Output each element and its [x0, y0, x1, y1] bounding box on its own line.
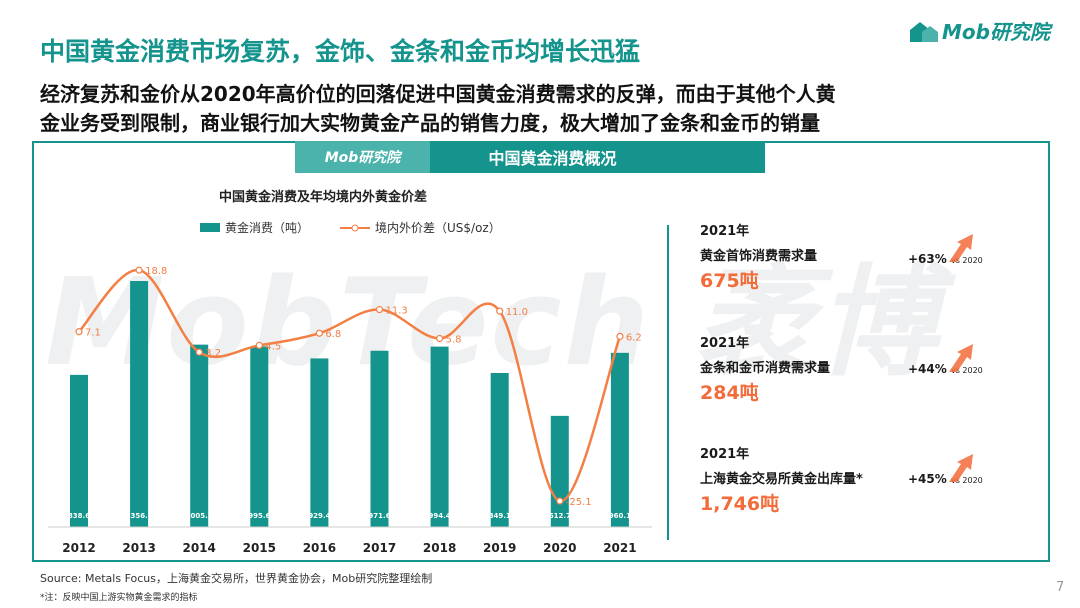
bar — [70, 374, 88, 527]
line-point — [496, 307, 504, 315]
line-point — [315, 329, 323, 337]
line-point — [375, 305, 384, 314]
line-value-label: 3.2 — [205, 348, 221, 359]
x-tick-label: 2019 — [483, 541, 516, 555]
line-value-label: 6.2 — [626, 332, 642, 343]
x-tick-label: 2017 — [363, 541, 396, 555]
x-tick-label: 2014 — [182, 541, 215, 555]
bar — [430, 346, 449, 527]
line-value-label: 18.8 — [145, 266, 167, 277]
up-arrow-icon — [949, 344, 973, 372]
bar — [610, 352, 629, 527]
up-arrow-icon — [949, 234, 973, 262]
line-value-label: 5.8 — [446, 334, 462, 345]
line-value-label: 7.1 — [85, 328, 101, 339]
x-tick-label: 2020 — [543, 541, 576, 555]
price-gap-line — [78, 268, 622, 503]
line-point — [75, 328, 83, 336]
growth-3: +45% vs 2020 — [908, 472, 983, 486]
legend-line-marker — [351, 224, 359, 232]
page-number: 7 — [1056, 580, 1065, 595]
legend-bar-label: 黄金消费（吨） — [225, 220, 309, 235]
stat-block-3: 2021年 上海黄金交易所黄金出库量* 1,746吨 — [700, 443, 863, 516]
up-arrow-icon — [949, 454, 973, 482]
bar — [190, 344, 209, 527]
x-tick-label: 2016 — [303, 541, 336, 555]
bar-value-label: 994.4 — [429, 512, 451, 520]
line-value-label: 6.8 — [325, 329, 341, 340]
subtitle-line-2: 金业务受到限制，商业银行加大实物黄金产品的销售力度，极大增加了金条和金币的销量 — [40, 111, 820, 135]
panel-header: Mob研究院 中国黄金消费概况 — [295, 141, 765, 173]
line-point — [135, 266, 143, 274]
bar-value-label: 929.4 — [308, 512, 330, 520]
bar-value-label: 960.1 — [609, 512, 631, 520]
footnote: *注：反映中国上游实物黄金需求的指标 — [40, 593, 198, 603]
stat-block-2: 2021年 金条和金币消费需求量 284吨 — [700, 332, 830, 405]
growth-2: +44% vs 2020 — [908, 362, 983, 376]
bar — [130, 281, 149, 527]
bar-value-label: 838.6 — [68, 512, 90, 520]
x-tick-label: 2021 — [603, 541, 636, 555]
stat-desc: 金条和金币消费需求量 — [700, 361, 831, 376]
x-tick-label: 2018 — [423, 541, 456, 555]
bar — [370, 350, 389, 527]
logo-text: Mob研究院 — [942, 20, 1050, 44]
line-point — [436, 334, 444, 343]
divider — [667, 225, 669, 540]
bar — [550, 415, 569, 527]
bar — [490, 372, 509, 527]
legend-bar-swatch — [200, 223, 220, 232]
bar — [250, 346, 269, 527]
logo-icon — [910, 21, 939, 42]
x-tick-label: 2015 — [243, 541, 276, 555]
x-tick-label: 2013 — [122, 541, 155, 555]
line-value-label: 11.3 — [386, 306, 408, 317]
bar-value-label: 995.6 — [248, 512, 270, 520]
chart-title: 中国黄金消费及年均境内外黄金价差 — [219, 189, 427, 205]
bar-value-label: 1005.3 — [186, 512, 213, 520]
stat-year: 2021年 — [700, 447, 750, 462]
stat-year: 2021年 — [700, 336, 750, 351]
line-point — [616, 332, 624, 340]
x-tick-label: 2012 — [62, 541, 95, 555]
panel-title: 中国黄金消费概况 — [488, 149, 617, 168]
bar-value-label: 849.1 — [489, 512, 511, 520]
growth-1: +63% vs 2020 — [908, 252, 983, 266]
stat-value: 284吨 — [700, 382, 759, 404]
panel-logo: Mob研究院 — [295, 141, 430, 173]
bar-value-label: 1356.1 — [126, 512, 153, 520]
subtitle-line-1: 经济复苏和金价从2020年高价位的回落促进中国黄金消费需求的反弹，而由于其他个人… — [40, 82, 836, 106]
stat-value: 1,746吨 — [700, 493, 780, 515]
line-point — [195, 348, 203, 356]
stat-value: 675吨 — [700, 270, 759, 292]
bar — [310, 358, 329, 527]
stat-year: 2021年 — [700, 224, 750, 239]
line-value-label: 4.5 — [265, 341, 281, 352]
chart: 中国黄金消费及年均境内外黄金价差 黄金消费（吨） 境内外价差（US$/oz） 8… — [48, 189, 652, 555]
legend-line-label: 境内外价差（US$/oz） — [375, 220, 501, 235]
line-point — [556, 497, 564, 505]
bar-value-label: 971.6 — [368, 512, 390, 520]
source-note: Source: Metals Focus，上海黄金交易所，世界黄金协会，Mob研… — [40, 572, 433, 585]
stat-desc: 上海黄金交易所黄金出库量* — [700, 472, 863, 487]
stat-desc: 黄金首饰消费需求量 — [700, 249, 818, 264]
stat-block-1: 2021年 黄金首饰消费需求量 675吨 — [700, 220, 817, 293]
page-title: 中国黄金消费市场复苏，金饰、金条和金币均增长迅猛 — [40, 37, 641, 66]
brand-logo: Mob研究院 — [908, 16, 1050, 45]
bar-value-label: 612.7 — [549, 512, 571, 520]
line-point — [255, 341, 263, 349]
line-value-label: -25.1 — [566, 497, 592, 508]
line-value-label: 11.0 — [506, 307, 528, 318]
